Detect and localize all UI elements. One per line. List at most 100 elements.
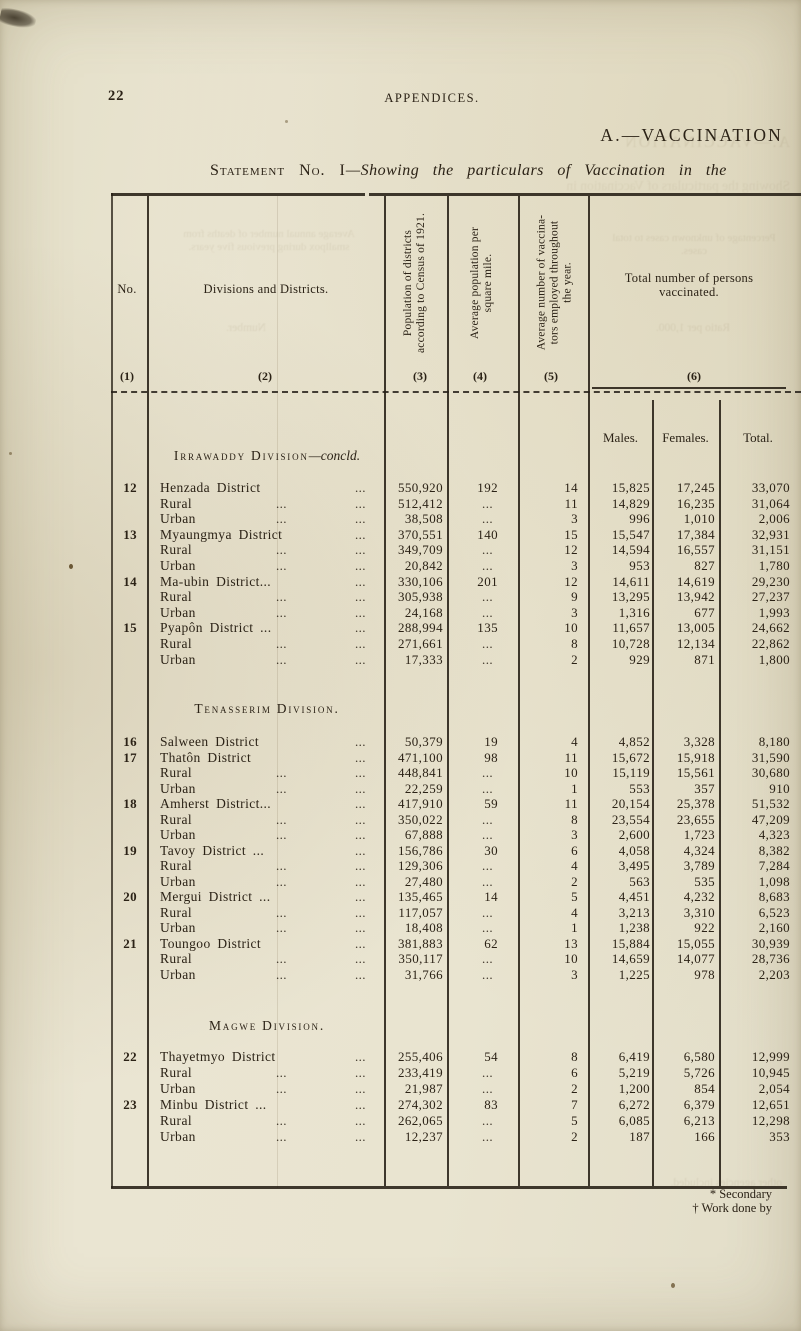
footnote-work-done-by: † Work done by: [692, 1200, 772, 1215]
sub-header-total: Total.: [743, 430, 773, 445]
females-value: 25,378: [676, 796, 715, 811]
table-row: 21 Toungoo District... 381,883 62 13 15,884 15…: [0, 936, 801, 952]
population-value: 117,057: [398, 904, 443, 920]
males-value: 15,825: [611, 480, 650, 495]
dot-leader: ...: [355, 589, 366, 605]
males-value: 1,225: [618, 966, 650, 982]
district-name: Amherst District...: [160, 796, 272, 811]
table-row: Rural...... 233,419... 6 5,219 5,726 10,945: [0, 1065, 801, 1081]
density-value: ...: [482, 604, 493, 620]
vaccinators-value: 3: [571, 604, 578, 620]
total-value: 24,662: [751, 620, 790, 636]
statement-prefix: Statement No. I: [210, 162, 346, 179]
females-value: 871: [694, 651, 715, 667]
table-row: 13 Myaungmya District... 370,551 140 15 15,54…: [0, 527, 801, 543]
females-value: 13,005: [676, 620, 715, 636]
vaccinators-value: 3: [571, 966, 578, 982]
density-value: ...: [482, 1129, 493, 1144]
table-row: Urban...... 21,987... 2 1,200 854 2,054: [0, 1081, 801, 1097]
division-heading: Irrawaddy Division—concld.: [147, 448, 387, 464]
table-row: 18 Amherst District...... 417,910 59 11 20,15…: [0, 796, 801, 812]
population-value: 330,106: [397, 573, 443, 589]
table-column-line: [447, 196, 449, 1186]
males-value: 953: [629, 558, 650, 573]
table-row: 17 Thatôn District... 471,100 98 11 15,672 15,…: [0, 750, 801, 766]
females-value: 535: [694, 873, 715, 889]
dot-leader: ...: [276, 966, 287, 982]
density-value: 14: [484, 889, 498, 904]
dot-leader: ...: [355, 765, 366, 780]
section-title: A.—VACCINATION: [600, 125, 783, 145]
females-value: 17,384: [676, 526, 715, 542]
density-value: ...: [482, 636, 493, 651]
population-value: 22,259: [404, 780, 443, 796]
density-value: ...: [482, 827, 493, 842]
females-value: 827: [694, 558, 715, 573]
dot-leader: ...: [355, 573, 366, 589]
row-number: 23: [123, 1097, 137, 1112]
area-label: Rural: [160, 495, 192, 511]
total-value: 31,590: [751, 749, 790, 765]
females-value: 14,077: [676, 951, 715, 966]
total-value: 8,180: [758, 734, 790, 749]
females-value: 1,723: [683, 827, 715, 842]
paper-speck: [285, 120, 288, 123]
district-name: Minbu District ...: [160, 1097, 267, 1112]
division-heading: Tenasserim Division.: [147, 701, 387, 717]
population-value: 24,168: [404, 604, 443, 620]
table-row: Urban...... 27,480... 2 563 535 1,098: [0, 874, 801, 890]
table-row: Rural...... 448,841... 10 15,119 15,561 30,68…: [0, 765, 801, 781]
table-row: 14 Ma-ubin District...... 330,106 201 12 14,6…: [0, 574, 801, 590]
females-value: 3,789: [683, 858, 715, 873]
statement-subtitle: —Showing the particulars of Vaccination …: [345, 162, 727, 179]
table-row: Rural...... 349,709... 12 14,594 16,557 31,15…: [0, 542, 801, 558]
vaccinators-value: 2: [571, 1081, 578, 1096]
males-value: 3,495: [618, 858, 650, 873]
dot-leader: ...: [355, 651, 366, 667]
district-name: Toungoo District: [160, 935, 262, 951]
row-number: 15: [123, 620, 137, 636]
dot-leader: ...: [276, 604, 287, 620]
dot-leader: ...: [355, 734, 366, 749]
col-number-6: (6): [687, 369, 701, 383]
table-row: Urban...... 38,508... 3 996 1,010 2,006: [0, 511, 801, 527]
district-name: Salween District: [160, 734, 260, 749]
col-header-density: Average population per square mile.: [469, 226, 494, 340]
area-label: Rural: [160, 765, 192, 780]
females-value: 15,561: [676, 765, 715, 780]
density-value: ...: [482, 873, 493, 889]
area-label: Rural: [160, 589, 192, 605]
page-number: 22: [108, 88, 125, 104]
density-value: ...: [482, 511, 493, 527]
scan-smudge: [0, 6, 38, 31]
density-value: ...: [482, 811, 493, 827]
district-name: Ma-ubin District...: [160, 573, 272, 589]
dot-leader: ...: [355, 873, 366, 889]
males-value: 6,085: [618, 1113, 650, 1128]
table-row: 20 Mergui District ...... 135,465 14 5 4,451 4…: [0, 889, 801, 905]
dot-leader: ...: [276, 827, 287, 842]
division-heading-suffix: —concld.: [308, 448, 361, 463]
density-value: ...: [482, 920, 493, 935]
dot-leader: ...: [355, 920, 366, 935]
males-value: 20,154: [611, 796, 650, 811]
females-value: 4,324: [683, 842, 715, 858]
dot-leader: ...: [276, 495, 287, 511]
district-name: Tavoy District ...: [160, 842, 265, 858]
vaccinators-value: 6: [571, 842, 578, 858]
total-value: 33,070: [751, 480, 790, 495]
females-value: 12,134: [676, 636, 715, 651]
density-value: ...: [482, 765, 493, 780]
table-row: Rural...... 350,117... 10 14,659 14,077 28,73…: [0, 951, 801, 967]
total-value: 353: [769, 1129, 790, 1144]
table-border-top: [369, 193, 801, 196]
total-value: 2,160: [758, 920, 790, 935]
density-value: 62: [484, 935, 498, 951]
total-value: 32,931: [751, 526, 790, 542]
dot-leader: ...: [355, 889, 366, 904]
density-value: 30: [484, 842, 498, 858]
population-value: 31,766: [404, 966, 443, 982]
population-value: 305,938: [397, 589, 443, 605]
density-value: 19: [484, 734, 498, 749]
